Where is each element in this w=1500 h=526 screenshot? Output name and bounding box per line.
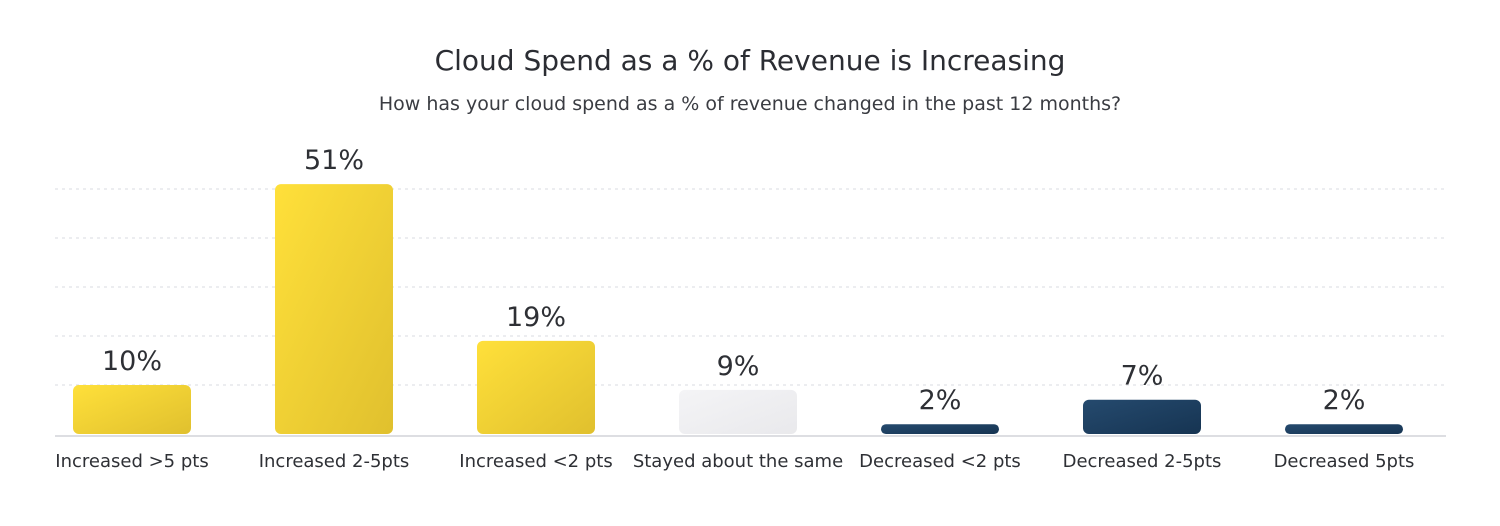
bars	[73, 184, 1403, 434]
value-labels: 10% 51% 19% 9% 2% 7% 2%	[102, 145, 1365, 416]
value-label-1: 51%	[304, 145, 364, 176]
category-labels: Increased >5 pts Increased 2-5pts Increase…	[55, 451, 1414, 472]
value-label-3: 9%	[717, 351, 760, 382]
chart-title: Cloud Spend as a % of Revenue is Increas…	[435, 44, 1066, 77]
category-label-1: Increased 2-5pts	[259, 451, 410, 472]
bar-0	[73, 385, 191, 434]
value-label-4: 2%	[919, 385, 962, 416]
category-label-3: Stayed about the same	[633, 451, 843, 472]
bar-6	[1285, 424, 1403, 434]
category-label-5: Decreased 2-5pts	[1063, 451, 1222, 472]
chart-subtitle: How has your cloud spend as a % of reven…	[379, 93, 1121, 115]
bar-1	[275, 184, 393, 434]
category-label-4: Decreased <2 pts	[859, 451, 1021, 472]
value-label-6: 2%	[1323, 385, 1366, 416]
bar-2	[477, 340, 595, 434]
value-label-2: 19%	[506, 302, 566, 333]
bar-4	[881, 424, 999, 434]
bar-3	[679, 389, 797, 434]
value-label-5: 7%	[1121, 361, 1164, 392]
value-label-0: 10%	[102, 346, 162, 377]
category-label-6: Decreased 5pts	[1274, 451, 1415, 472]
bar-5	[1083, 399, 1201, 434]
category-label-0: Increased >5 pts	[55, 451, 208, 472]
category-label-2: Increased <2 pts	[459, 451, 612, 472]
